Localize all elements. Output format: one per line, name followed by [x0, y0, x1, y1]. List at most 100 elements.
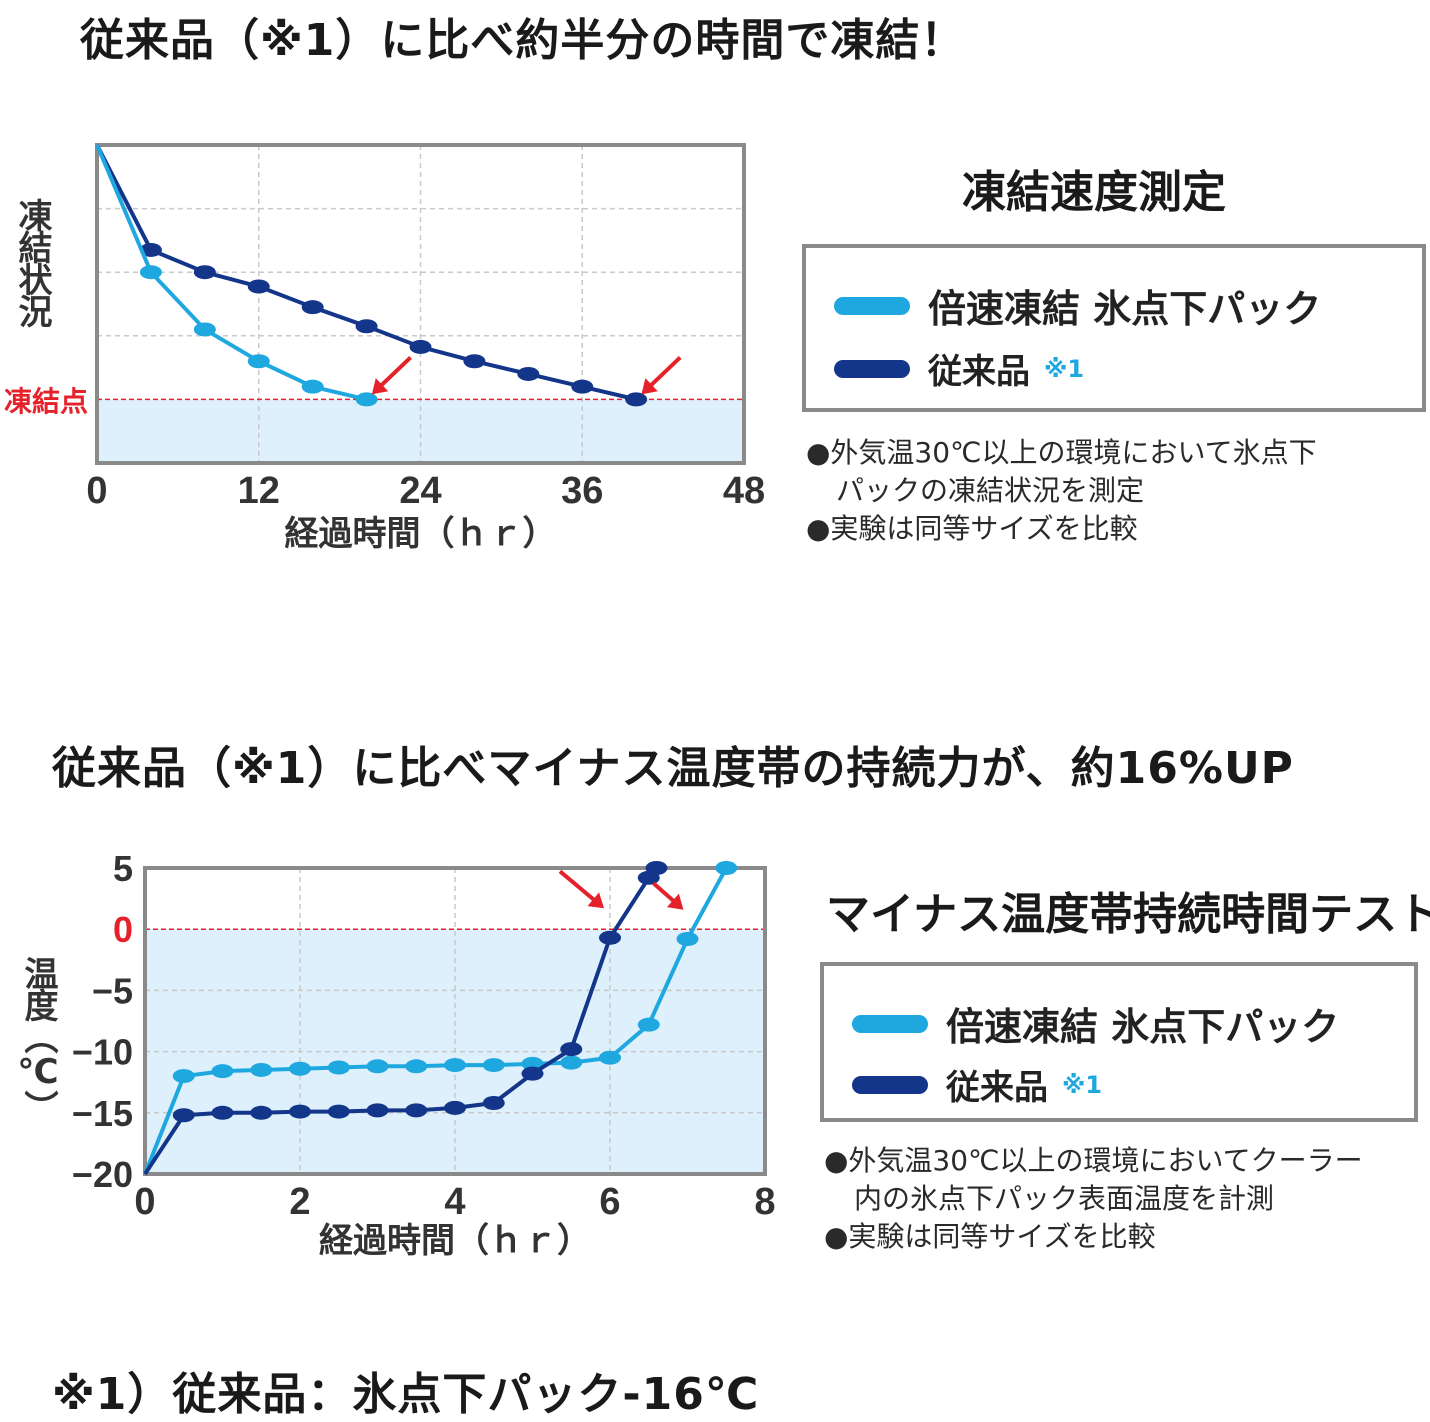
- chart1-arrow-1: [641, 355, 682, 395]
- chart1-legend: 倍速凍結 氷点下パック 従来品 ※1: [802, 244, 1426, 412]
- chart1-series-1-point-7: [463, 354, 486, 369]
- chart1-y-axis-label: 凍結状況: [12, 198, 52, 326]
- chart2-frame: [143, 866, 767, 1176]
- chart1-arrow-0: [371, 355, 412, 395]
- chart2-series-0-point-7: [405, 1059, 428, 1074]
- legend1-label-new: 倍速凍結 氷点下パック: [928, 287, 1322, 331]
- legend2-row-new: 倍速凍結 氷点下パック: [852, 996, 1339, 1051]
- chart2-y-tick-0: 5: [113, 848, 133, 889]
- chart1-x-tick-0: 0: [86, 470, 107, 512]
- chart2-legend: 倍速凍結 氷点下パック 従来品 ※1: [820, 962, 1418, 1122]
- chart2-series-0-point-10: [521, 1056, 544, 1071]
- legend2-label-conventional: 従来品: [946, 1068, 1048, 1108]
- chart1-series-1-point-1: [139, 242, 162, 257]
- chart1-series-0-point-3: [247, 354, 270, 369]
- chart2-x-tick-0: 0: [134, 1181, 155, 1223]
- chart2-series-1-point-1: [172, 1108, 195, 1123]
- chart1-x-tick-3: 36: [561, 470, 603, 512]
- chart2-series-1-point-7: [405, 1103, 428, 1118]
- chart2-series-1-point-9: [482, 1096, 505, 1111]
- chart1-x-tick-2: 24: [399, 470, 441, 512]
- chart2-series-0-point-6: [366, 1059, 389, 1074]
- chart2-series-0-line: [143, 867, 729, 1175]
- panel1-title: 凍結速度測定: [962, 167, 1226, 218]
- legend2-label-new: 倍速凍結 氷点下パック: [946, 1005, 1340, 1049]
- panel2-note-2: 内の氷点下パック表面温度を計測: [854, 1182, 1275, 1215]
- chart2-series-0-point-9: [482, 1058, 505, 1073]
- chart2-series-1-point-2: [211, 1105, 234, 1120]
- chart2-series-0-point-5: [327, 1060, 350, 1075]
- chart2-y-tick-3: −10: [72, 1032, 133, 1073]
- chart1-freezing-point-label: 凍結点: [4, 385, 89, 418]
- chart2-series-0-point-4: [289, 1061, 311, 1076]
- legend1-note: ※1: [1044, 354, 1085, 383]
- chart1-series-1-point-5: [355, 319, 378, 334]
- chart1-series-1-point-2: [193, 265, 216, 280]
- chart2-series-1-point-10: [521, 1066, 544, 1081]
- chart2-y-tick-1: 0: [113, 909, 133, 950]
- chart2-y-tick-2: −5: [92, 970, 133, 1011]
- legend1-swatch-conventional: [834, 359, 910, 378]
- panel1-note-3: ●実験は同等サイズを比較: [806, 512, 1138, 545]
- chart1-series-0-point-5: [355, 392, 378, 407]
- chart2-series-0-point-14: [676, 931, 699, 946]
- chart2-y-axis-label: 温度（℃）: [18, 956, 58, 1122]
- chart2-series-0-point-12: [599, 1050, 621, 1065]
- legend1-label-conventional: 従来品: [928, 352, 1030, 392]
- chart1-series-1-point-8: [517, 366, 540, 381]
- chart2-series-1-point-11: [560, 1042, 583, 1057]
- chart2-series-1-point-8: [444, 1100, 466, 1115]
- chart2-series-0-point-3: [250, 1062, 273, 1077]
- panel2-title: マイナス温度帯持続時間テスト: [826, 889, 1430, 940]
- chart1-series-1-point-10: [625, 392, 648, 407]
- panel1-note-1: ●外気温30℃以上の環境において氷点下: [806, 436, 1317, 469]
- chart1-series-1-point-9: [571, 379, 594, 394]
- chart2-y-tick-4: −15: [72, 1093, 133, 1134]
- chart1-x-tick-1: 12: [238, 470, 280, 512]
- panel1-note-2: パックの凍結状況を測定: [836, 474, 1145, 507]
- chart2-series-0-point-11: [560, 1055, 583, 1070]
- chart2-series-1-point-4: [289, 1104, 311, 1119]
- chart1-series-0-point-1: [139, 265, 162, 280]
- headline-freeze-speed: 従来品（※1）に比べ約半分の時間で凍結！: [80, 15, 966, 66]
- chart2-arrow-0: [558, 869, 604, 909]
- chart2-series-1-point-3: [250, 1105, 273, 1120]
- chart2-x-axis-label: 経過時間（ｈｒ）: [319, 1221, 591, 1261]
- chart1-x-tick-4: 48: [723, 470, 765, 512]
- chart2-series-0-point-13: [637, 1017, 660, 1032]
- chart2-series-1-point-14: [645, 861, 668, 875]
- chart1-frame: [95, 143, 746, 465]
- chart2-series-0-point-2: [211, 1064, 234, 1079]
- legend2-note: ※1: [1062, 1070, 1103, 1099]
- panel2-note-3: ●実験は同等サイズを比較: [824, 1220, 1156, 1253]
- chart1-series-1-point-3: [247, 279, 270, 294]
- legend1-row-new: 倍速凍結 氷点下パック: [834, 278, 1321, 333]
- chart2-series-1-point-6: [366, 1103, 389, 1118]
- chart1-series-0-point-4: [301, 379, 324, 394]
- headline-duration: 従来品（※1）に比べマイナス温度帯の持続力が、約16%UP: [52, 743, 1294, 794]
- legend2-row-conventional: 従来品 ※1: [852, 1060, 1102, 1109]
- chart2-arrow-1: [652, 881, 684, 910]
- chart1-x-axis-label: 経過時間（ｈｒ）: [285, 514, 557, 554]
- legend1-row-conventional: 従来品 ※1: [834, 344, 1084, 393]
- legend2-swatch-conventional: [852, 1075, 928, 1094]
- panel1-notes: ●外気温30℃以上の環境において氷点下 パックの凍結状況を測定 ●実験は同等サイ…: [806, 434, 1416, 548]
- footnote: ※1）従来品：氷点下パック-16℃: [52, 1369, 760, 1420]
- panel2-notes: ●外気温30℃以上の環境においてクーラー 内の氷点下パック表面温度を計測 ●実験…: [824, 1142, 1424, 1256]
- chart1-series-1-point-4: [301, 300, 324, 315]
- temperature-duration-chart: 0 2 4 6 8 5 0 −5 −10 −15 −20 経過時間（ｈｒ）: [72, 848, 776, 1261]
- chart2-series-0-point-15: [715, 861, 738, 875]
- legend1-swatch-new: [834, 296, 910, 315]
- panel2-note-1: ●外気温30℃以上の環境においてクーラー: [824, 1144, 1363, 1177]
- chart1-series-0-point-2: [193, 322, 216, 337]
- legend2-swatch-new: [852, 1014, 928, 1033]
- chart2-series-0-point-1: [172, 1069, 195, 1084]
- chart2-x-tick-4: 8: [754, 1181, 775, 1223]
- freeze-speed-chart: 0 12 24 36 48 経過時間（ｈｒ）: [86, 143, 765, 554]
- chart2-y-tick-5: −20: [72, 1154, 133, 1195]
- chart2-x-tick-3: 6: [599, 1181, 620, 1223]
- chart2-series-0-point-8: [444, 1058, 466, 1073]
- chart1-series-1-point-6: [409, 339, 432, 354]
- chart2-series-1-point-12: [599, 930, 621, 945]
- chart2-series-1-point-5: [327, 1104, 350, 1119]
